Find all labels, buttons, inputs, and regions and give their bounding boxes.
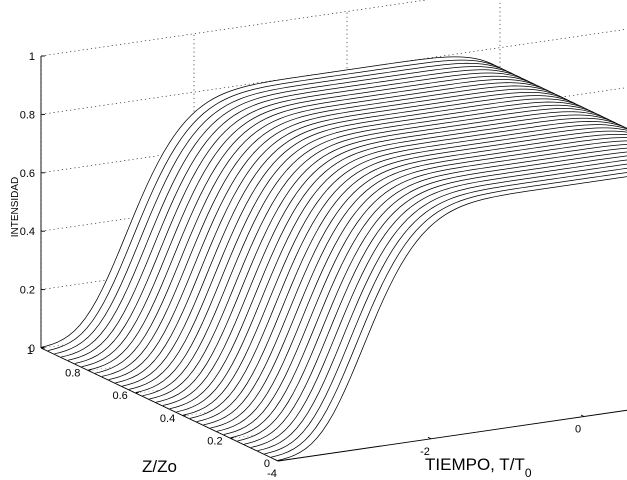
z-tick-label: 0.2 <box>20 285 35 297</box>
z-tick-label: 0.8 <box>20 109 35 121</box>
x-axis-label-main: TIEMPO, T/T <box>425 455 525 474</box>
surface-line <box>183 124 627 416</box>
surface-line <box>230 147 627 439</box>
surface-line <box>210 137 627 429</box>
axes-layer <box>40 55 627 462</box>
y-tick-mark <box>88 369 92 372</box>
y-tick-label: 0.8 <box>65 368 80 380</box>
z-tick-label: 0 <box>29 343 35 355</box>
surface-layer <box>40 56 627 461</box>
x-tick-label: -2 <box>420 446 430 458</box>
y-tick-label: 0.4 <box>160 413 175 425</box>
surface-line <box>135 101 627 393</box>
x-tick-mark <box>274 459 279 462</box>
x-axis-label: TIEMPO, T/T0 <box>425 455 532 480</box>
x-axis-label-subscript: 0 <box>525 466 532 480</box>
surface-line <box>149 108 627 400</box>
surface-line <box>162 114 627 406</box>
z-tick-label: 0.4 <box>20 226 35 238</box>
y-tick-label: 1 <box>27 345 33 357</box>
surface-fill-slice <box>278 176 627 461</box>
surface-line <box>250 159 627 448</box>
y-axis-line <box>40 347 279 462</box>
x-tick-label: -4 <box>267 468 277 480</box>
y-tick-mark <box>277 459 282 462</box>
z-axis-label: INTENSIDAD <box>10 177 21 238</box>
surface-line <box>169 117 627 410</box>
y-tick-mark <box>135 391 139 394</box>
surface-line <box>142 104 627 397</box>
surface-line <box>128 98 627 390</box>
surface-line <box>176 121 627 413</box>
y-tick-label: 0 <box>264 458 270 470</box>
surface-line <box>223 143 627 435</box>
y-tick-label: 0.6 <box>113 390 128 402</box>
x-tick-mark <box>580 414 585 417</box>
z-tick-label: 0.6 <box>20 168 35 180</box>
x-tick-mark <box>427 436 432 440</box>
surface-line <box>277 176 627 461</box>
y-tick-mark <box>183 414 187 417</box>
y-tick-label: 0.2 <box>207 435 222 447</box>
back-wall-grid-line <box>40 0 429 57</box>
surface-line <box>257 163 627 452</box>
z-tick-label: 1 <box>29 51 35 63</box>
surface-line <box>203 133 627 426</box>
surface-line <box>237 151 627 442</box>
surface-line <box>264 167 627 455</box>
x-tick-label: 0 <box>575 424 581 436</box>
surface-line <box>196 130 627 422</box>
surface-line <box>122 95 627 387</box>
surface-line <box>244 155 627 445</box>
surface-line <box>271 172 627 458</box>
surface-line <box>156 111 627 403</box>
y-axis-label: Z/Zo <box>142 457 177 476</box>
y-tick-mark <box>230 436 234 439</box>
surface-line <box>216 140 627 432</box>
surface-line <box>189 127 627 419</box>
